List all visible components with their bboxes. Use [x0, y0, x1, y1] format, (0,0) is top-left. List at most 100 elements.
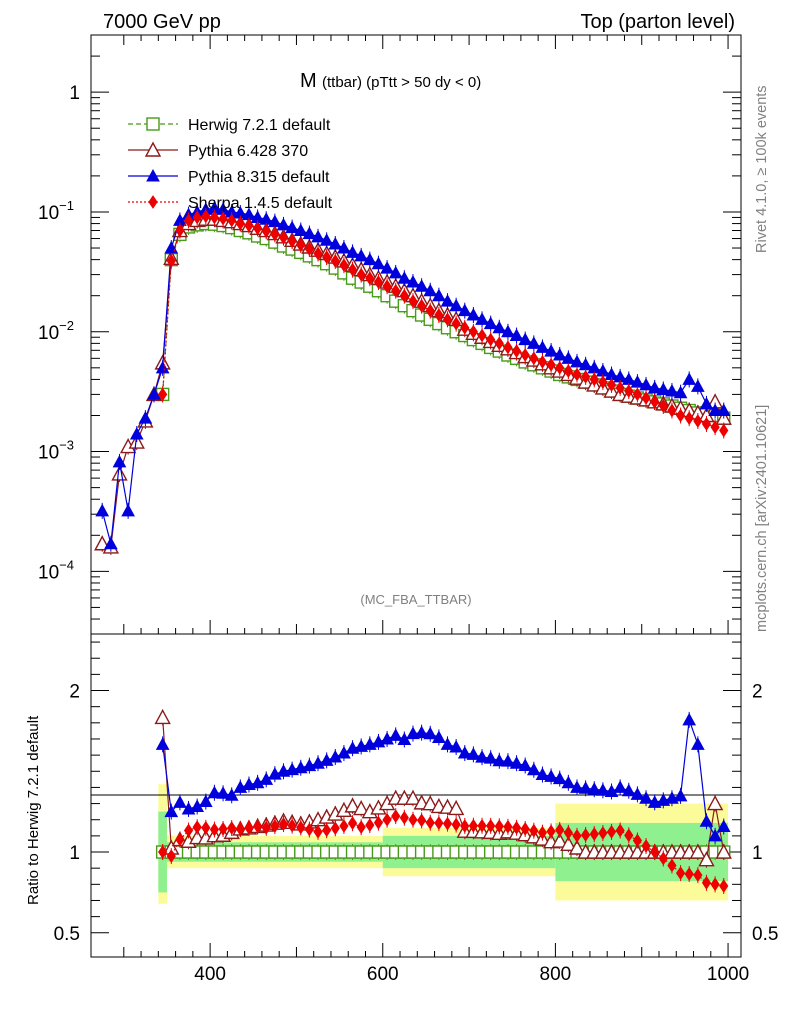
ratio-y-tick-label-right: 1 [752, 843, 763, 864]
x-tick-label: 400 [194, 964, 226, 985]
ratio-point [598, 826, 608, 840]
ratio-point [715, 843, 732, 859]
ratio-point [650, 845, 660, 859]
ratio-point [494, 819, 504, 834]
legend-marker [148, 195, 158, 209]
data-point [158, 387, 168, 402]
analysis-label: (MC_FBA_TTBAR) [360, 592, 471, 607]
data-point [423, 283, 438, 297]
data-point [347, 262, 358, 277]
data-point [665, 383, 679, 397]
ratio-point [606, 824, 617, 839]
ratio-y-tick-label-left: 0.5 [54, 924, 80, 945]
ratio-point [417, 813, 427, 828]
x-tick-label: 1000 [707, 964, 749, 985]
ratio-point [175, 832, 185, 847]
data-point [278, 230, 289, 245]
legend-marker [144, 141, 162, 157]
data-point [537, 355, 548, 369]
data-point [624, 384, 634, 398]
x-axis: 400 600 800 1000 [123, 35, 749, 985]
ratio-point [699, 814, 714, 827]
ratio-point [503, 819, 513, 834]
plot-title-main: M [300, 70, 317, 92]
data-point [503, 340, 513, 355]
data-point [466, 307, 481, 321]
data-point [339, 258, 349, 273]
data-point [535, 340, 550, 353]
ratio-point [560, 835, 577, 852]
data-point [319, 233, 334, 246]
ratio-point [434, 816, 444, 830]
data-point [111, 465, 128, 481]
ratio-point [578, 781, 593, 794]
data-point [667, 403, 677, 418]
ratio-point [719, 879, 729, 893]
data-point [699, 396, 714, 410]
data-point [675, 408, 686, 423]
data-point [129, 427, 144, 440]
ratio-point [492, 753, 507, 767]
ratio-point [216, 786, 230, 799]
data-point [147, 387, 161, 400]
data-point [632, 387, 643, 402]
ratio-point [511, 820, 522, 835]
ratio-point [209, 822, 220, 837]
ratio-point [406, 726, 420, 740]
data-point [555, 360, 565, 375]
data-point [475, 312, 489, 325]
ratio-point [270, 819, 280, 833]
legend-entry-label: Pythia 8.315 default [188, 169, 330, 186]
data-point [408, 294, 418, 309]
data-point [647, 380, 662, 394]
data-point [406, 275, 420, 288]
legend-marker [146, 117, 160, 131]
ratio-point [639, 791, 653, 804]
ratio-point [344, 797, 361, 813]
ratio-point [388, 728, 403, 741]
data-point [546, 357, 556, 372]
data-point [477, 328, 487, 343]
ratio-point [710, 877, 720, 892]
ratio-point [440, 737, 455, 750]
rivet-label: Rivet 4.1.0, ≥ 100k events [754, 85, 770, 253]
ratio-series-group [154, 708, 732, 895]
main-y-tick-label: 1 [69, 83, 80, 104]
data-point [606, 378, 617, 392]
ratio-point [380, 731, 394, 745]
legend-entry-label: Sherpa 1.4.5 default [188, 195, 333, 212]
ratio-point [613, 780, 627, 793]
data-point [615, 380, 625, 395]
ratio-point [399, 810, 409, 825]
main-y-tick-label: 10−2 [38, 318, 74, 344]
ratio-point [526, 762, 541, 776]
data-point [192, 210, 202, 225]
data-point [544, 344, 558, 357]
data-point [296, 238, 306, 252]
data-point [425, 303, 435, 318]
data-point [95, 503, 110, 517]
ratio-point [529, 823, 539, 838]
ratio-point [475, 750, 489, 763]
ratio-point [391, 809, 401, 824]
data-point [673, 385, 688, 399]
ratio-point [304, 822, 314, 837]
data-point [414, 279, 429, 292]
ratio-point [570, 780, 584, 793]
ratio-point [682, 712, 697, 726]
data-point [468, 324, 479, 339]
ratio-point [198, 794, 213, 808]
data-point [589, 372, 599, 387]
ratio-point [641, 839, 651, 853]
data-point [693, 414, 703, 428]
ratio-point [347, 816, 358, 831]
data-point [322, 250, 332, 264]
data-point [518, 332, 533, 346]
data-point [486, 332, 496, 347]
data-point [511, 344, 522, 358]
data-point [598, 375, 608, 390]
ratio-point [457, 745, 472, 759]
ratio-point [483, 751, 498, 764]
data-point [244, 218, 254, 233]
data-point [572, 367, 582, 382]
